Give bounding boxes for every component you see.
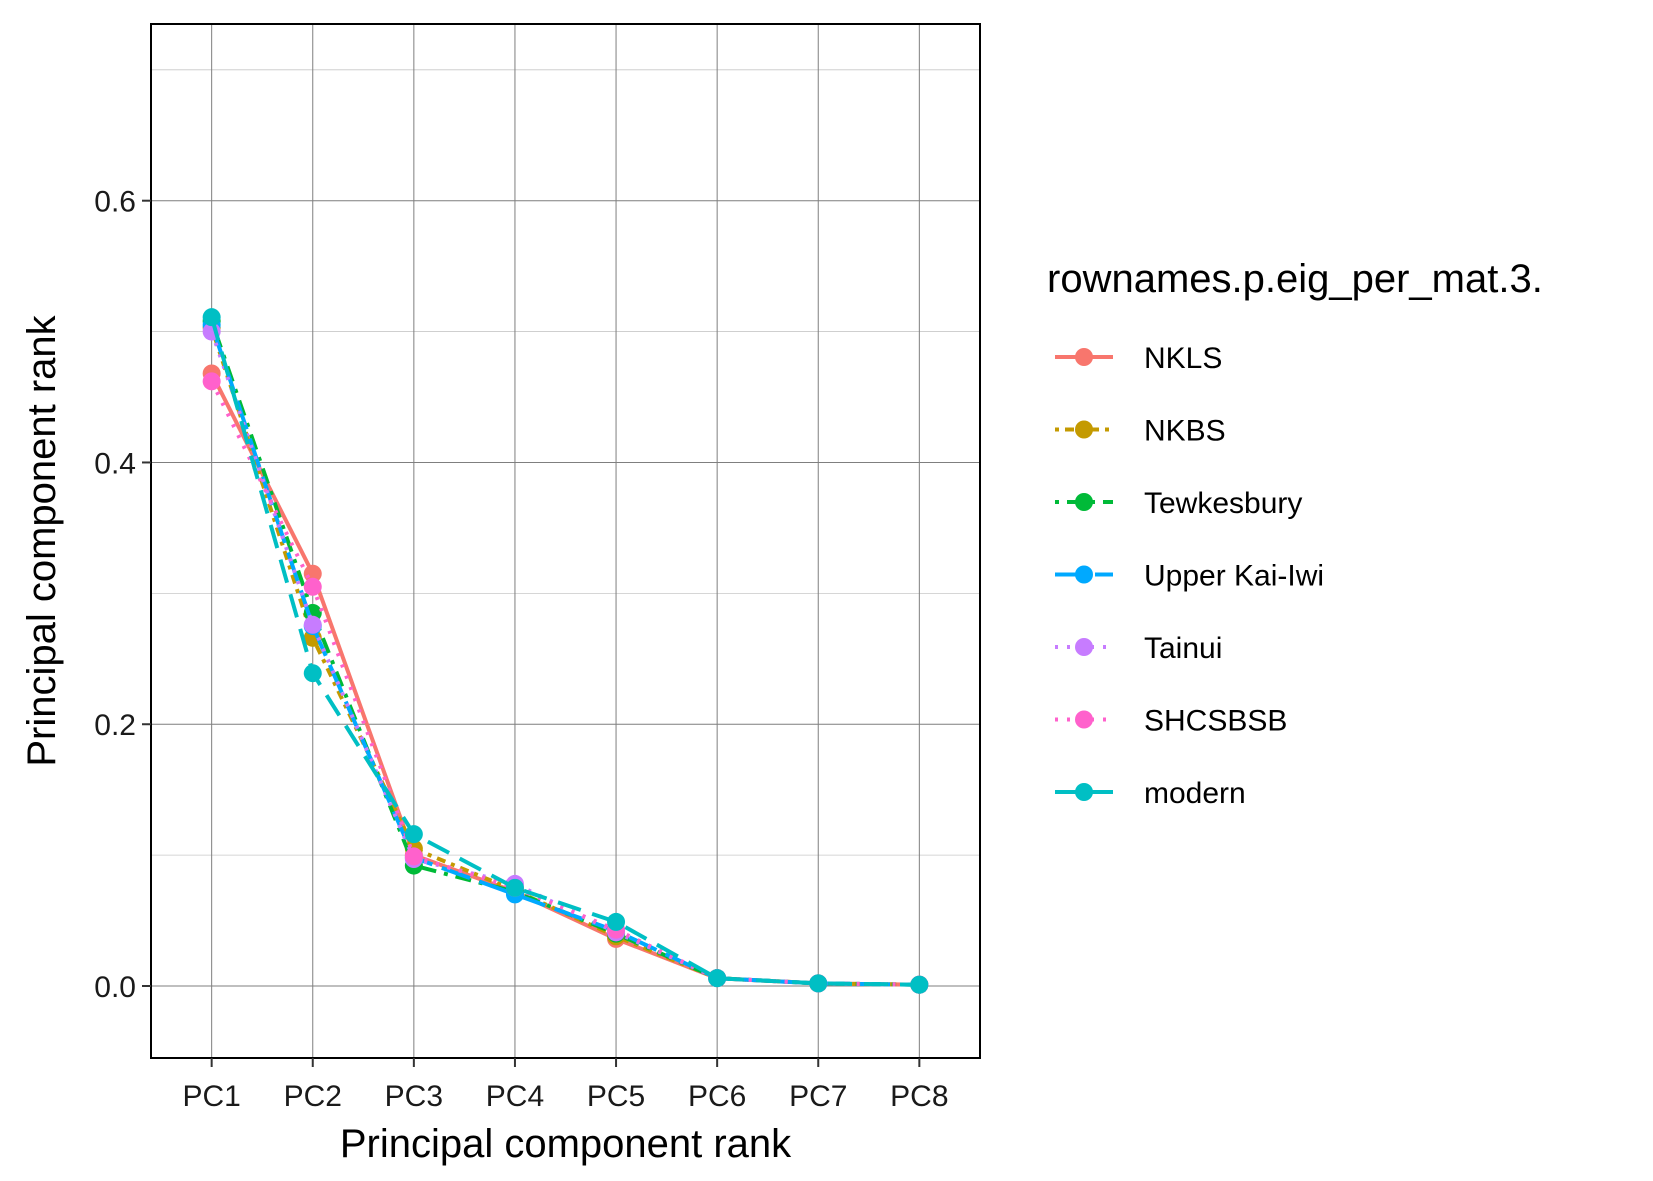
data-point xyxy=(404,825,423,844)
y-tick-label: 0.2 xyxy=(94,709,136,742)
legend-label: Upper Kai-Iwi xyxy=(1144,560,1324,593)
legend-label: modern xyxy=(1144,777,1246,810)
legend-item: SHCSBSB xyxy=(1055,705,1287,738)
data-point xyxy=(404,847,423,866)
series-line xyxy=(209,380,920,987)
x-axis-title: Principal component rank xyxy=(340,1122,792,1166)
x-tick-label: PC2 xyxy=(284,1080,342,1113)
legend-key-point xyxy=(1075,565,1093,584)
series-tewkesbury xyxy=(202,312,929,994)
x-tick-label: PC1 xyxy=(182,1080,240,1113)
data-point xyxy=(607,912,626,931)
series-line xyxy=(209,327,920,987)
data-point xyxy=(303,564,322,583)
x-tick-label: PC3 xyxy=(385,1080,443,1113)
data-point xyxy=(202,372,221,391)
y-tick-label: 0.6 xyxy=(94,186,136,219)
series-shcsbsb xyxy=(202,372,929,994)
data-point xyxy=(708,969,727,988)
legend: rownames.p.eig_per_mat.3. NKLS NKBS Tewkes… xyxy=(1047,257,1543,810)
legend-key-point xyxy=(1075,783,1093,801)
legend-item: NKBS xyxy=(1055,415,1226,448)
plot-panel-border xyxy=(150,23,981,1059)
series-nkbs xyxy=(202,318,929,994)
x-tick-label: PC5 xyxy=(587,1080,645,1113)
legend-label: Tainui xyxy=(1144,632,1222,665)
axis-ticks: 0.0 0.2 0.4 0.6 PC1 PC2 PC3 PC4 PC5 PC6 PC7 PC8 xyxy=(94,186,948,1113)
series-layer xyxy=(202,308,929,994)
data-point xyxy=(202,308,221,327)
data-point xyxy=(505,878,524,897)
data-point xyxy=(910,975,929,994)
data-point xyxy=(809,974,828,993)
x-tick-label: PC6 xyxy=(688,1080,746,1113)
legend-key-point xyxy=(1075,493,1093,511)
legend-key-point xyxy=(1075,348,1093,366)
series-tainui xyxy=(202,322,929,994)
series-line xyxy=(209,330,920,987)
legend-key-point xyxy=(1075,420,1093,439)
data-point xyxy=(303,615,322,634)
legend-key-point xyxy=(1075,710,1093,729)
y-tick-label: 0.4 xyxy=(94,447,136,480)
x-tick-label: PC8 xyxy=(890,1080,948,1113)
y-axis-title: Principal component rank xyxy=(20,314,64,766)
series-modern xyxy=(202,308,929,994)
legend-label: NKBS xyxy=(1144,415,1226,448)
legend-item: Tewkesbury xyxy=(1055,487,1302,520)
legend-label: SHCSBSB xyxy=(1144,705,1287,738)
legend-title: rownames.p.eig_per_mat.3. xyxy=(1047,257,1543,301)
series-line xyxy=(209,324,920,987)
series-upper-kai-iwi xyxy=(202,316,929,994)
data-point xyxy=(303,577,322,596)
legend-key-point xyxy=(1075,638,1093,656)
legend-item: NKLS xyxy=(1055,342,1222,375)
x-tick-label: PC7 xyxy=(789,1080,847,1113)
y-tick-label: 0.0 xyxy=(94,971,136,1004)
data-point xyxy=(303,664,322,683)
legend-label: NKLS xyxy=(1144,342,1222,375)
legend-label: Tewkesbury xyxy=(1144,487,1302,520)
legend-item: modern xyxy=(1055,777,1246,810)
gridlines xyxy=(151,24,980,1058)
x-tick-label: PC4 xyxy=(486,1080,544,1113)
legend-item: Tainui xyxy=(1055,632,1222,665)
legend-item: Upper Kai-Iwi xyxy=(1055,560,1324,593)
series-line xyxy=(209,316,920,987)
